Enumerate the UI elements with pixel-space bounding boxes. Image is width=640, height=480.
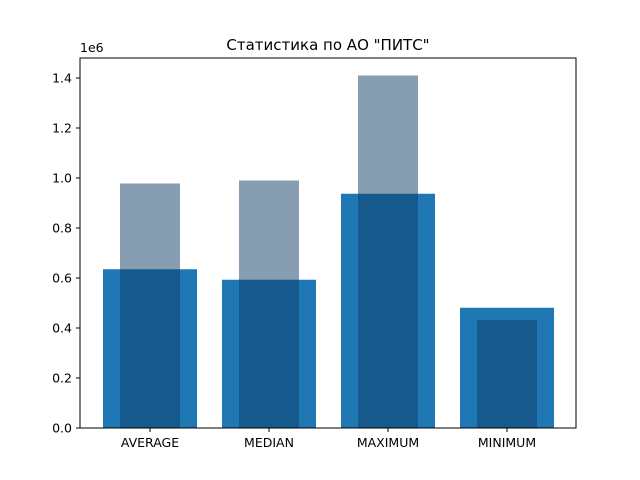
x-tick-label-minimum: MINIMUM xyxy=(478,435,536,450)
y-tick-label: 1.0 xyxy=(52,171,72,186)
x-tick-label-maximum: MAXIMUM xyxy=(357,435,419,450)
y-axis-scale-label: 1e6 xyxy=(80,40,104,55)
y-tick-label: 0.8 xyxy=(52,221,72,236)
bar-series2-median xyxy=(239,180,299,428)
bars-layer xyxy=(103,75,554,428)
x-tick-label-average: AVERAGE xyxy=(121,435,179,450)
bar-series2-minimum xyxy=(477,320,537,428)
y-tick-label: 0.2 xyxy=(52,371,72,386)
y-tick-label: 0.0 xyxy=(52,421,72,436)
bar-series2-maximum xyxy=(358,75,418,428)
y-tick-label: 0.4 xyxy=(52,321,72,336)
y-tick-label: 1.4 xyxy=(52,71,72,86)
y-axis: 0.0 0.2 0.4 0.6 0.8 1.0 1.2 1.4 xyxy=(52,71,80,436)
x-tick-label-median: MEDIAN xyxy=(244,435,294,450)
plot-frame xyxy=(79,57,577,429)
y-tick-label: 0.6 xyxy=(52,271,72,286)
x-axis: AVERAGE MEDIAN MAXIMUM MINIMUM xyxy=(121,428,536,450)
chart-title: Статистика по АО "ПИТС" xyxy=(226,36,429,54)
y-tick-label: 1.2 xyxy=(52,121,72,136)
bar-series2-average xyxy=(120,183,180,428)
